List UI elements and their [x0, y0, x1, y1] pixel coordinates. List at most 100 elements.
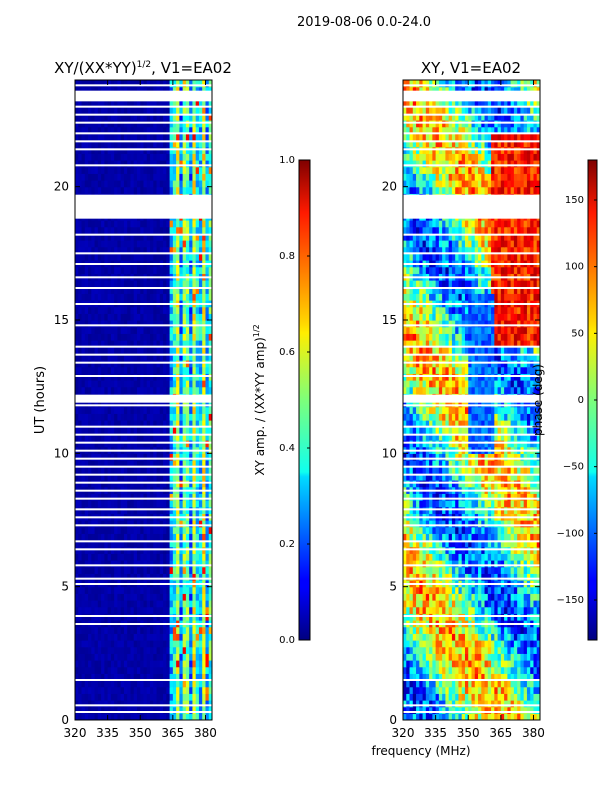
amp-heatmap-cell — [185, 326, 190, 334]
amp-heatmap-cell — [136, 700, 141, 708]
amp-heatmap-cell — [156, 640, 161, 648]
amp-heatmap-cell — [120, 306, 125, 314]
amp-heatmap-cell — [146, 166, 151, 174]
phase-heatmap-cell — [445, 640, 450, 648]
amp-heatmap-cell — [107, 366, 112, 374]
amp-heatmap-cell — [107, 106, 112, 114]
phase-heatmap-cell — [491, 606, 495, 614]
phase-heatmap-cell — [468, 600, 473, 608]
amp-heatmap-cell — [91, 246, 96, 254]
amp-heatmap-cell — [172, 653, 177, 661]
amp-heatmap-cell — [143, 706, 148, 714]
phase-heatmap-cell — [510, 666, 515, 674]
amp-heatmap-cell — [189, 633, 194, 641]
phase-heatmap-cell — [526, 713, 531, 720]
phase-heatmap-cell — [513, 640, 518, 648]
amp-heatmap-cell — [179, 420, 184, 428]
phase-heatmap-cell — [471, 713, 476, 720]
phase-heatmap-cell — [406, 713, 411, 720]
amp-heatmap-cell — [176, 646, 180, 654]
phase-heatmap-cell — [513, 680, 518, 688]
amp-heatmap-cell — [140, 593, 145, 601]
amp-heatmap-cell — [202, 166, 207, 174]
amp-heatmap-cell — [88, 400, 92, 408]
amp-heatmap-cell — [120, 313, 125, 321]
amp-heatmap-cell — [153, 180, 158, 188]
amp-heatmap-cell — [104, 706, 109, 714]
amp-heatmap-cell — [163, 173, 167, 181]
amp-heatmap-cell — [114, 606, 118, 614]
phase-heatmap-cell — [429, 646, 433, 654]
phase-heatmap-cell — [474, 646, 479, 654]
amp-heatmap-cell — [143, 673, 148, 681]
amp-heatmap-cell — [166, 606, 171, 614]
amp-heatmap-cell — [159, 706, 164, 714]
amp-heatmap-cell — [130, 166, 135, 174]
phase-heatmap-cell — [504, 660, 508, 668]
amp-heatmap-cell — [195, 540, 200, 548]
amp-heatmap-cell — [114, 540, 118, 548]
amp-heatmap-cell — [202, 586, 207, 594]
amp-heatmap-cell — [78, 320, 83, 328]
amp-heatmap-cell — [202, 500, 207, 508]
phase-heatmap-cell — [468, 653, 473, 661]
amp-heatmap-cell — [120, 86, 125, 94]
amp-heatmap-cell — [169, 406, 174, 414]
amp-heatmap-cell — [97, 220, 102, 228]
amp-heatmap-cell — [91, 500, 96, 508]
amp-heatmap-cell — [182, 306, 187, 314]
amp-heatmap-cell — [156, 420, 161, 428]
amp-heatmap-cell — [123, 353, 128, 361]
amp-heatmap-cell — [88, 600, 92, 608]
phase-heatmap-cell — [419, 706, 424, 714]
amp-heatmap-cell — [192, 593, 197, 601]
amp-heatmap-cell — [101, 540, 105, 548]
amp-heatmap-cell — [146, 493, 151, 501]
amp-heatmap-cell — [176, 713, 180, 720]
phase-heatmap-cell — [497, 673, 502, 681]
amp-heatmap-cell — [208, 386, 212, 394]
amp-heatmap-cell — [136, 406, 141, 414]
amp-heatmap-cell — [78, 640, 83, 648]
amp-heatmap-row — [75, 366, 212, 374]
amp-heatmap-cell — [127, 560, 132, 568]
amp-heatmap-cell — [84, 626, 89, 634]
amp-heatmap-cell — [136, 680, 141, 688]
amp-heatmap-cell — [123, 166, 128, 174]
amp-heatmap-cell — [104, 700, 109, 708]
amp-heatmap-cell — [114, 673, 118, 681]
amp-heatmap-cell — [114, 133, 118, 141]
amp-heatmap-cell — [182, 420, 187, 428]
amp-heatmap-cell — [123, 113, 128, 121]
amp-heatmap-cell — [159, 473, 164, 481]
amp-heatmap-cell — [205, 286, 210, 294]
amp-flagged-band — [75, 394, 212, 403]
amp-heatmap-cell — [120, 266, 125, 274]
amp-heatmap-cell — [81, 500, 86, 508]
amp-heatmap-cell — [101, 293, 105, 301]
amp-heatmap-cell — [136, 400, 141, 408]
amp-heatmap-cell — [97, 500, 102, 508]
amp-heatmap-cell — [117, 346, 122, 354]
phase-heatmap-cell — [468, 640, 473, 648]
amp-heatmap-cell — [163, 500, 167, 508]
amp-heatmap-cell — [143, 346, 148, 354]
amp-heatmap-cell — [156, 520, 161, 528]
amp-heatmap-cell — [130, 186, 135, 194]
amp-heatmap-cell — [117, 106, 122, 114]
amp-heatmap-cell — [169, 633, 174, 641]
amp-heatmap-cell — [176, 660, 180, 668]
amp-heatmap-cell — [159, 426, 164, 434]
amp-heatmap-cell — [133, 453, 138, 461]
amp-heatmap-cell — [91, 113, 96, 121]
amp-heatmap-cell — [150, 713, 154, 720]
phase-heatmap-cell — [536, 633, 540, 641]
amp-heatmap-cell — [185, 413, 190, 421]
amp-heatmap-cell — [176, 326, 180, 334]
amp-heatmap-cell — [143, 280, 148, 288]
phase-heatmap-cell — [445, 606, 450, 614]
amp-heatmap-cell — [94, 680, 99, 688]
amp-heatmap-cell — [136, 640, 141, 648]
amp-heatmap-cell — [133, 526, 138, 534]
amp-heatmap-row — [75, 226, 212, 234]
